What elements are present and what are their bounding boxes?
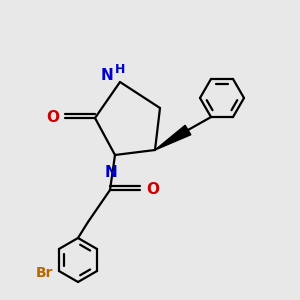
Text: N: N xyxy=(100,68,113,83)
Text: O: O xyxy=(46,110,59,125)
Polygon shape xyxy=(155,125,191,150)
Text: H: H xyxy=(115,64,125,76)
Text: N: N xyxy=(105,165,117,180)
Text: Br: Br xyxy=(35,266,53,280)
Text: O: O xyxy=(146,182,159,197)
